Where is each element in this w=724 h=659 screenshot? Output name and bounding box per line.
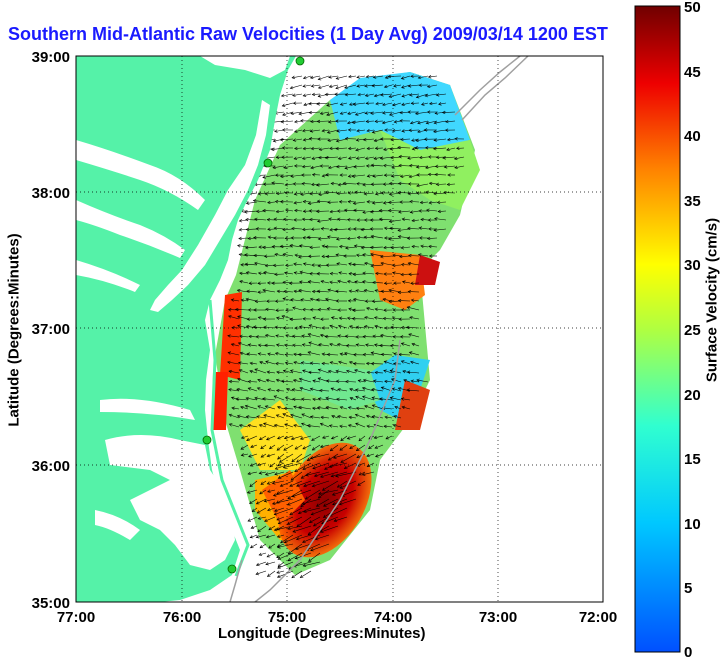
- colorbar-tick-label: 0: [684, 644, 692, 659]
- gridlines: [76, 56, 603, 602]
- land-mass: [76, 56, 296, 602]
- y-tick-label: 37:00: [32, 321, 70, 338]
- y-tick-label: 38:00: [32, 185, 70, 202]
- x-tick-label: 76:00: [163, 609, 201, 626]
- x-ticks: 77:00 76:00 75:00 74:00 73:00 72:00: [57, 609, 617, 626]
- x-tick-label: 77:00: [57, 609, 95, 626]
- colorbar-tick-label: 15: [684, 451, 701, 468]
- bathymetry-contours: [229, 56, 529, 602]
- colorbar: [634, 5, 681, 653]
- velocity-vectors: [227, 74, 465, 579]
- colorbar-tick-label: 35: [684, 193, 701, 210]
- colorbar-tick-label: 25: [684, 322, 701, 339]
- y-tick-label: 36:00: [32, 458, 70, 475]
- colorbar-ticks: 50 45 40 35 30 25 20 15 10 5 0: [684, 0, 701, 659]
- x-tick-label: 74:00: [374, 609, 412, 626]
- colorbar-tick-label: 45: [684, 64, 701, 81]
- x-axis-label: Longitude (Degrees:Minutes): [218, 625, 426, 642]
- y-ticks: 39:00 38:00 37:00 36:00 35:00: [32, 49, 70, 612]
- chart-title: Southern Mid-Atlantic Raw Velocities (1 …: [8, 24, 608, 44]
- y-tick-label: 35:00: [32, 595, 70, 612]
- radar-sites: [202, 56, 305, 574]
- x-tick-label: 73:00: [479, 609, 517, 626]
- colorbar-tick-label: 5: [684, 580, 692, 597]
- colorbar-tick-label: 40: [684, 128, 701, 145]
- x-tick-label: 75:00: [268, 609, 306, 626]
- colorbar-tick-label: 50: [684, 0, 701, 16]
- colorbar-tick-label: 10: [684, 516, 701, 533]
- colorbar-tick-label: 20: [684, 387, 701, 404]
- x-tick-label: 72:00: [579, 609, 617, 626]
- colorbar-tick-label: 30: [684, 257, 701, 274]
- y-tick-label: 39:00: [32, 49, 70, 66]
